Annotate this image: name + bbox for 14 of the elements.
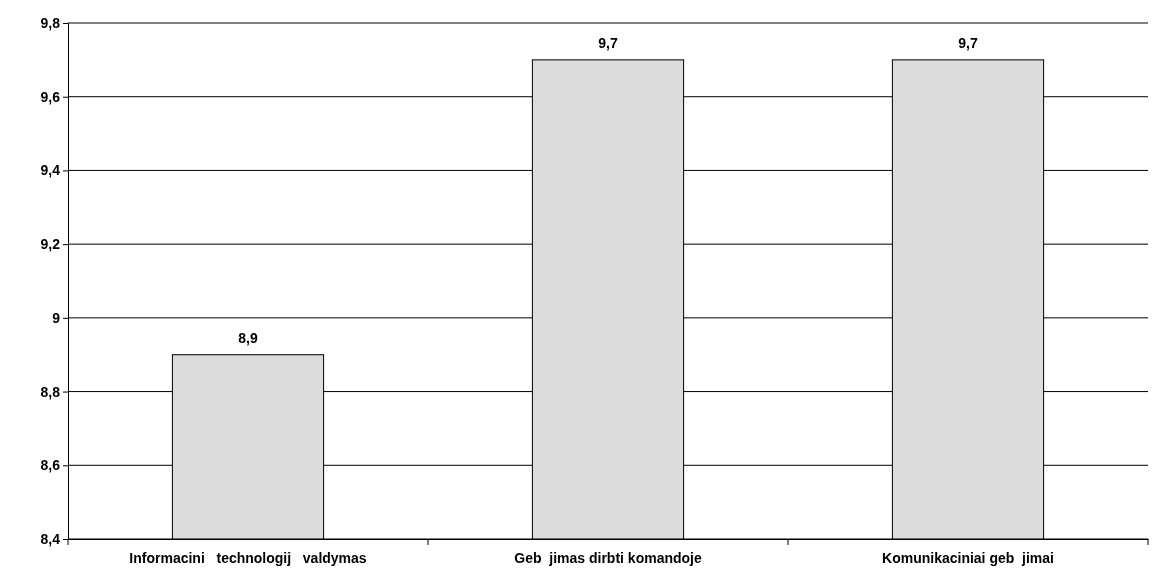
x-tick-label: Komunikaciniai geb jimai xyxy=(882,549,1054,566)
data-label: 9,7 xyxy=(958,34,978,51)
y-tick-label: 9 xyxy=(52,309,61,326)
x-tick-label: Informacini technologij valdymas xyxy=(129,549,367,566)
y-tick-label: 9,8 xyxy=(40,14,61,31)
y-tick-label: 9,4 xyxy=(40,162,61,179)
y-tick-label: 9,6 xyxy=(40,88,61,105)
data-label: 8,9 xyxy=(238,329,258,346)
x-tick-label: Geb jimas dirbti komandoje xyxy=(514,549,702,566)
y-tick-label: 8,8 xyxy=(40,383,61,400)
y-tick-label: 8,6 xyxy=(40,457,61,474)
y-tick-label: 9,2 xyxy=(40,236,61,253)
data-label: 9,7 xyxy=(598,34,618,51)
y-tick-label: 8,4 xyxy=(40,530,61,547)
